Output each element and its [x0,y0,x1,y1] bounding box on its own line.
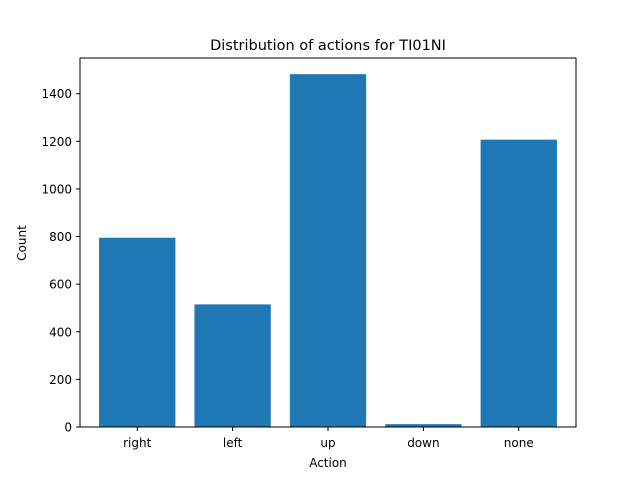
y-axis-ticks: 0 200 400 600 800 1000 1200 1400 [41,87,80,435]
y-tick-label: 400 [49,325,72,339]
x-tick-label-up: up [320,436,335,450]
bar-down [385,424,462,427]
y-tick-label: 200 [49,373,72,387]
chart-title: Distribution of actions for TI01NI [210,38,446,54]
x-axis-label: Action [309,456,347,470]
x-tick-label-right: right [123,436,151,450]
x-tick-label-left: left [223,436,243,450]
bar-none [480,139,557,427]
y-axis-label: Count [15,225,29,261]
bar-right [99,237,176,427]
y-tick-label: 1400 [41,87,72,101]
bar-left [194,304,271,427]
y-tick-label: 600 [49,278,72,292]
x-tick-label-none: none [504,436,534,450]
y-tick-label: 800 [49,230,72,244]
y-tick-label: 1200 [41,135,72,149]
x-tick-label-down: down [407,436,439,450]
bars-group [99,74,557,427]
x-axis-ticks: right left up down none [123,427,534,450]
y-tick-label: 1000 [41,182,72,196]
bar-up [289,74,367,427]
plot-frame [79,57,577,428]
y-tick-label: 0 [64,421,72,435]
